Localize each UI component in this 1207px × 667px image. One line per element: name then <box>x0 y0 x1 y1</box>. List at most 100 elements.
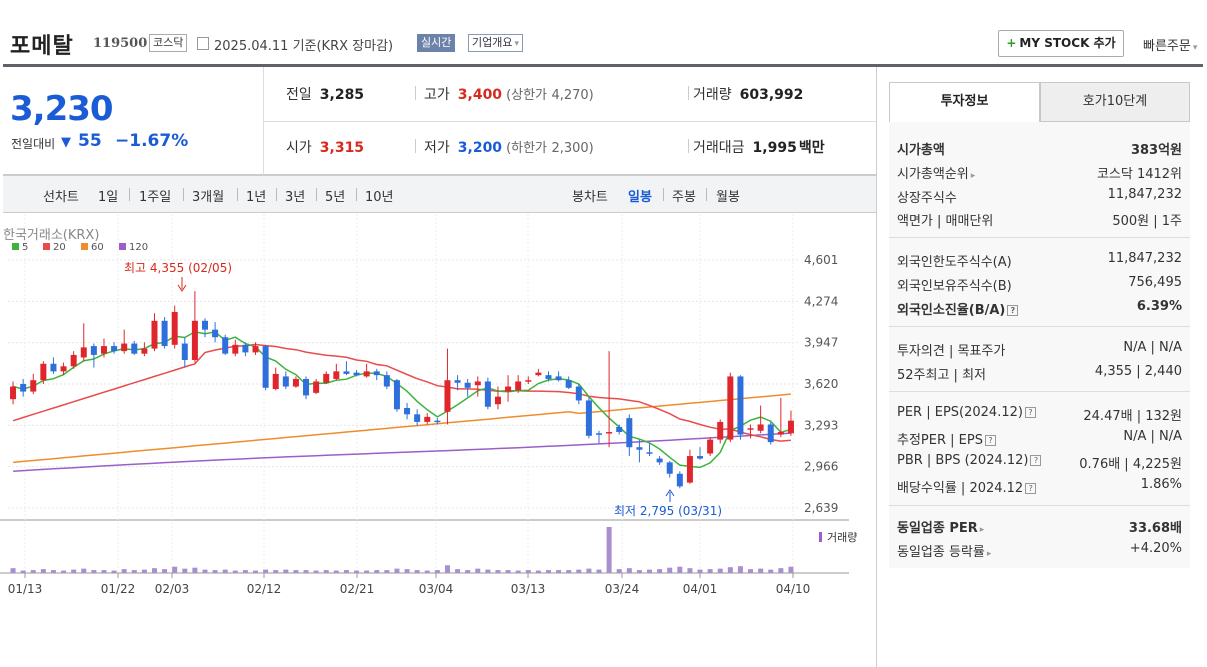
tab-range-3m[interactable]: 3개월 <box>192 190 225 205</box>
candle-body <box>323 373 330 383</box>
volume-bar <box>333 570 339 573</box>
market-cap-rank-row[interactable]: 시가총액순위 ▸ 코스닥 1412위 <box>897 163 1182 185</box>
tab-candle-weekly[interactable]: 주봉 <box>672 190 696 205</box>
opinion-label: 투자의견 | 목표주가 <box>897 344 1006 359</box>
realtime-button[interactable]: 실시간 <box>417 34 456 52</box>
tab-range-1y[interactable]: 1년 <box>246 190 267 205</box>
candle-body <box>404 408 411 415</box>
dropdown-caret-icon: ▾ <box>1192 43 1198 53</box>
foreign-hold-row: 외국인보유주식수(B) 756,495 <box>897 275 1182 297</box>
candle-body <box>292 378 299 387</box>
candle-body <box>50 363 57 372</box>
candle-body <box>666 462 673 474</box>
y-tick-label: 3,947 <box>804 336 838 350</box>
volume-label: 거래량 <box>827 531 857 544</box>
help-icon[interactable]: ? <box>1025 483 1037 494</box>
candle-body <box>464 382 471 388</box>
tab-range-5y[interactable]: 5년 <box>325 190 346 205</box>
trade-value-unit: 백만 <box>798 140 825 156</box>
volume-bar <box>778 568 784 573</box>
investment-info-panel <box>889 82 1190 568</box>
stock-name: 포메탈 <box>10 34 74 59</box>
high-value: 3,400 <box>457 87 503 103</box>
tab-investment-info[interactable]: 투자정보 <box>889 82 1040 122</box>
tab-range-1w[interactable]: 1주일 <box>139 190 172 205</box>
tab-range-1d[interactable]: 1일 <box>98 190 119 205</box>
candle-body <box>313 381 320 393</box>
candle-body <box>494 396 501 405</box>
foreign-limit-row: 외국인한도주식수(A) 11,847,232 <box>897 251 1182 273</box>
candle-body <box>242 344 249 353</box>
sector-per-row[interactable]: 동일업종 PER ▸ 33.68배 <box>897 517 1182 539</box>
candle-body <box>272 373 279 390</box>
y-tick-label: 3,620 <box>804 377 838 391</box>
tab-candle-daily[interactable]: 일봉 <box>628 190 652 205</box>
volume-bar <box>121 569 127 573</box>
x-tick-label: 01/13 <box>8 582 43 596</box>
face-value-label: 액면가 | 매매단위 <box>897 214 994 229</box>
y-tick-label: 4,274 <box>804 294 838 308</box>
candle-body <box>454 380 461 383</box>
panel-divider <box>263 121 876 122</box>
volume-bar <box>20 570 26 573</box>
volume-bar <box>10 568 16 573</box>
tab-orderbook-10[interactable]: 호가10단계 <box>1040 82 1190 122</box>
candles <box>10 291 794 489</box>
volume-label: 거래량 <box>693 87 732 103</box>
x-tick-label: 03/24 <box>605 582 640 596</box>
upper-limit-label: (상한가 <box>506 88 548 103</box>
dividend-row: 배당수익률 | 2024.12? 1.86% <box>897 477 1182 499</box>
quick-order-label: 빠른주문 <box>1143 39 1191 54</box>
sector-rate-row[interactable]: 동일업종 등락률 ▸ +4.20% <box>897 541 1182 563</box>
stock-code: 119500 <box>93 36 148 51</box>
volume-bar <box>354 570 360 573</box>
volume-bar <box>505 570 511 573</box>
tab-range-3y[interactable]: 3년 <box>285 190 306 205</box>
volume-bar <box>697 569 703 573</box>
candle-body <box>111 346 118 352</box>
volume-bar <box>81 568 87 573</box>
sector-rate-value: +4.20% <box>1129 541 1182 556</box>
volume-bar <box>91 570 97 573</box>
candle-body <box>141 348 148 354</box>
volume-bar <box>273 570 279 573</box>
stat-separator <box>688 86 689 100</box>
help-icon[interactable]: ? <box>1030 455 1042 466</box>
volume-bar <box>172 566 178 573</box>
help-icon[interactable]: ? <box>1024 407 1036 418</box>
lower-limit-label: (하한가 <box>506 141 548 156</box>
volume-bar <box>758 568 764 573</box>
add-mystock-label: MY STOCK 추가 <box>1019 36 1116 50</box>
volume-bar <box>303 570 309 573</box>
est-per-row: 추정PER | EPS? N/A | N/A <box>897 429 1182 451</box>
week52-value: 4,355 | 2,440 <box>1094 364 1182 379</box>
legend-swatch <box>43 243 50 250</box>
add-mystock-button[interactable]: + MY STOCK 추가 <box>998 30 1124 57</box>
info-divider <box>889 237 1190 238</box>
company-overview-button[interactable]: 기업개요 ▾ <box>468 34 524 52</box>
y-tick-label: 4,601 <box>804 253 838 267</box>
help-icon[interactable]: ? <box>1007 305 1019 316</box>
candle-body <box>747 428 754 430</box>
per-value: 24.47배 | 132원 <box>1083 409 1182 424</box>
tab-candle-monthly[interactable]: 월봉 <box>716 190 740 205</box>
candle-body <box>80 347 87 358</box>
quick-order-button[interactable]: 빠른주문 ▾ <box>1143 35 1197 54</box>
candle-body <box>333 371 340 379</box>
help-icon[interactable]: ? <box>984 435 996 446</box>
date-text: 2025.04.11 기준(KRX 장마감) <box>214 39 394 54</box>
candle-body <box>191 320 198 360</box>
shares-value: 11,847,232 <box>1107 187 1182 202</box>
tab-separator <box>237 188 238 201</box>
volume-bar <box>404 569 410 573</box>
tab-range-10y[interactable]: 10년 <box>365 190 394 205</box>
candle-body <box>181 343 188 360</box>
candlestick-chart[interactable]: 한국거래소(KRX) 5 20 60 120 최고 4,355 (02/05) 최저 … <box>0 214 876 667</box>
tab-separator <box>356 188 357 201</box>
moving-average-line <box>12 331 792 469</box>
candle-body <box>131 343 138 354</box>
volume-bars <box>10 527 822 573</box>
opinion-row: 투자의견 | 목표주가 N/A | N/A <box>897 340 1182 362</box>
candle-body <box>303 378 310 396</box>
trade-value-stat: 거래대금 1,995 백만 <box>693 137 825 157</box>
